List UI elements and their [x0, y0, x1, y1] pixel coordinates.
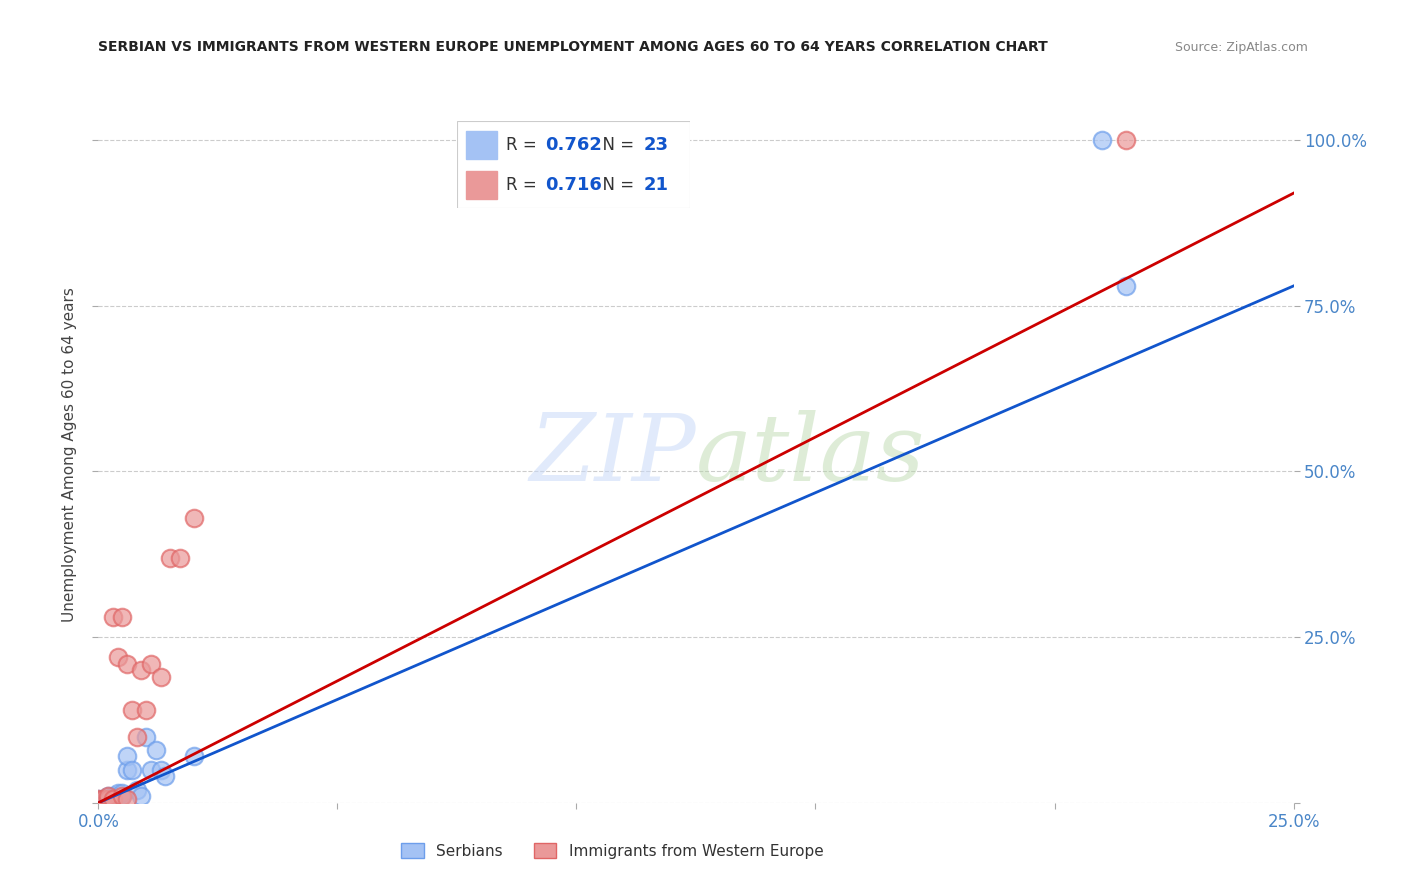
Point	[91, 792, 114, 806]
Y-axis label: Unemployment Among Ages 60 to 64 years: Unemployment Among Ages 60 to 64 years	[62, 287, 77, 623]
Point	[135, 703, 157, 717]
Point	[125, 782, 148, 797]
Point	[183, 749, 205, 764]
Point	[159, 550, 181, 565]
Point	[87, 792, 110, 806]
Point	[149, 670, 172, 684]
Point	[149, 763, 172, 777]
Point	[107, 650, 129, 665]
Point	[111, 610, 134, 624]
Point	[131, 663, 153, 677]
Text: atlas: atlas	[696, 410, 925, 500]
Point	[111, 789, 134, 804]
Point	[135, 730, 157, 744]
Point	[107, 786, 129, 800]
Point	[101, 792, 124, 806]
Point	[121, 703, 143, 717]
Point	[101, 610, 124, 624]
Point	[101, 792, 124, 806]
Point	[97, 789, 120, 804]
Point	[169, 550, 191, 565]
Point	[1115, 279, 1137, 293]
Point	[111, 789, 134, 804]
Point	[1115, 133, 1137, 147]
Point	[115, 657, 138, 671]
Point	[91, 792, 114, 806]
Point	[107, 789, 129, 804]
Text: ZIP: ZIP	[529, 410, 696, 500]
Point	[115, 749, 138, 764]
Text: SERBIAN VS IMMIGRANTS FROM WESTERN EUROPE UNEMPLOYMENT AMONG AGES 60 TO 64 YEARS: SERBIAN VS IMMIGRANTS FROM WESTERN EUROP…	[98, 39, 1047, 54]
Point	[121, 763, 143, 777]
Point	[183, 511, 205, 525]
Point	[131, 789, 153, 804]
Point	[125, 730, 148, 744]
Point	[101, 789, 124, 804]
Text: Source: ZipAtlas.com: Source: ZipAtlas.com	[1174, 40, 1308, 54]
Point	[115, 792, 138, 806]
Point	[1091, 133, 1114, 147]
Point	[155, 769, 177, 783]
Point	[97, 789, 120, 804]
Point	[139, 763, 162, 777]
Point	[97, 792, 120, 806]
Point	[97, 792, 120, 806]
Point	[145, 743, 167, 757]
Point	[139, 657, 162, 671]
Point	[87, 792, 110, 806]
Legend: Serbians, Immigrants from Western Europe: Serbians, Immigrants from Western Europe	[395, 837, 830, 864]
Point	[115, 763, 138, 777]
Point	[111, 786, 134, 800]
